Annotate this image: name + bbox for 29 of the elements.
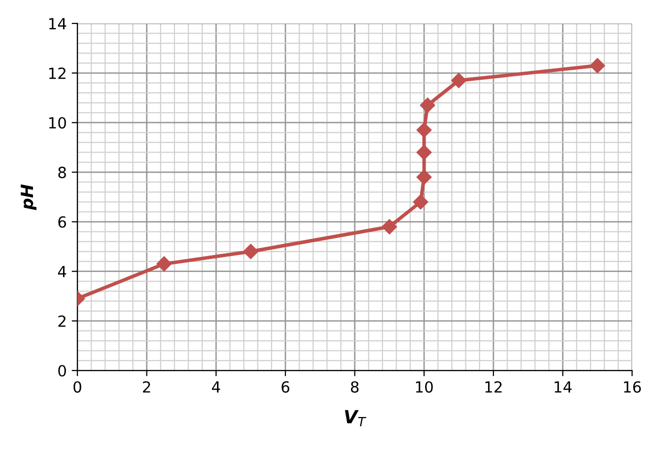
y-tick-label: 2 [58, 315, 66, 327]
y-tick-label: 12 [49, 67, 66, 79]
x-tick-label: 16 [624, 381, 641, 393]
x-axis-title: V$_{T}$ [344, 410, 366, 426]
y-tick-label: 4 [58, 266, 66, 278]
x-tick-label: 14 [554, 381, 572, 393]
point [416, 144, 432, 160]
x-tick-label: 0 [74, 381, 82, 393]
point [590, 58, 605, 74]
point [451, 72, 466, 88]
point [413, 194, 428, 210]
point [416, 170, 432, 185]
point [416, 122, 432, 138]
x-tick-label: 8 [350, 381, 359, 393]
x-tick-label: 4 [212, 381, 220, 393]
y-tick-label: 0 [58, 364, 66, 377]
y-tick-label: 10 [49, 117, 66, 129]
y-tick-label: 6 [58, 216, 66, 228]
point [382, 219, 397, 234]
point [156, 256, 172, 272]
x-tick-label: 10 [416, 381, 433, 393]
y-axis-title: pH [20, 184, 36, 210]
y-tick-label: 8 [58, 166, 66, 178]
point [243, 244, 258, 260]
point [420, 98, 436, 113]
y-tick-label: 14 [49, 18, 66, 30]
x-tick-label: 6 [282, 381, 290, 393]
x-tick-label: 12 [485, 381, 502, 393]
x-tick-label: 2 [142, 381, 150, 393]
